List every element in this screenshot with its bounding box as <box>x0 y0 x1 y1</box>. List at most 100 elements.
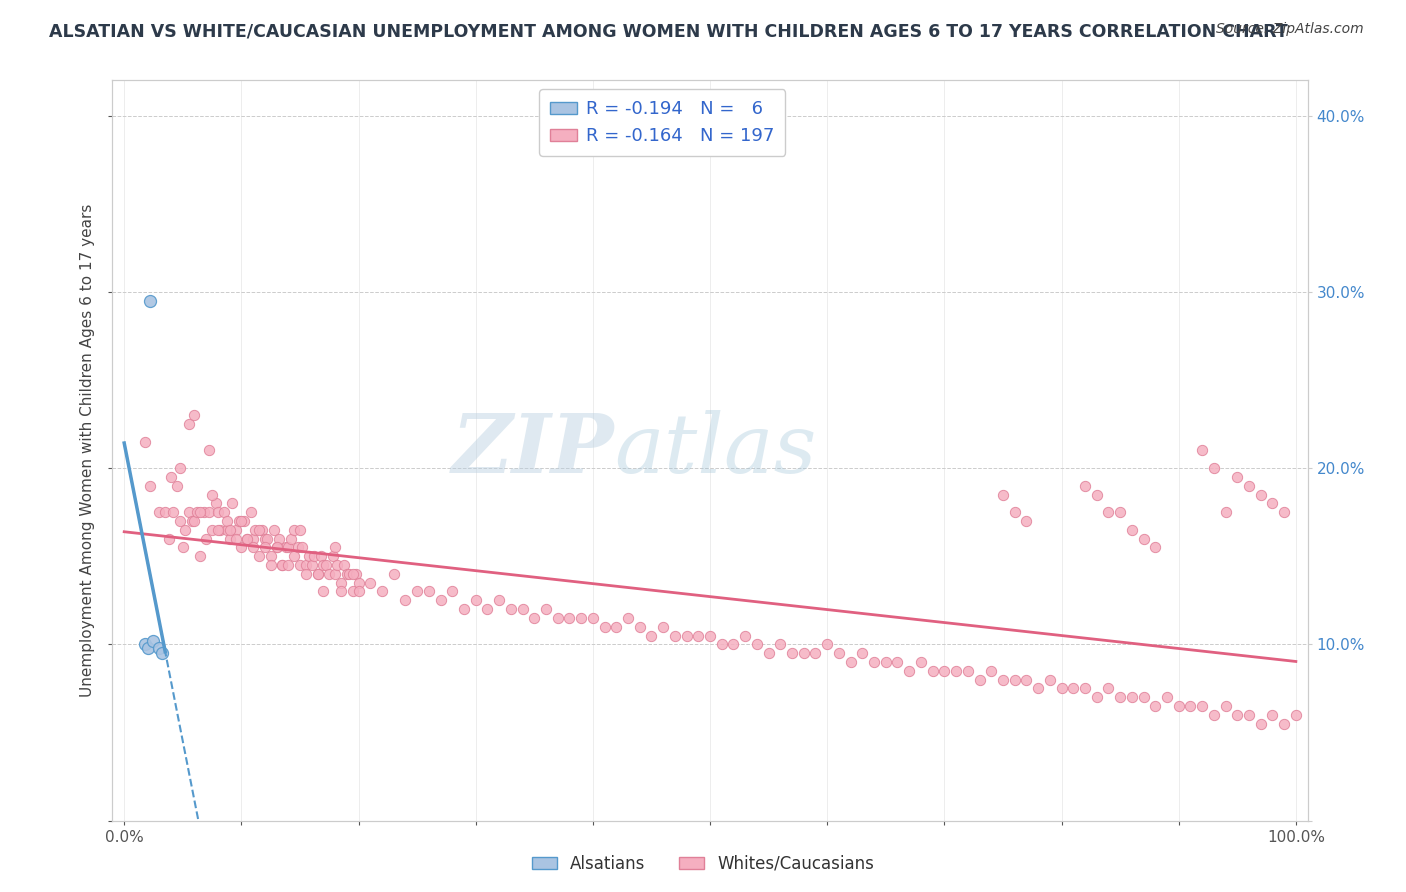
Point <box>148 640 170 655</box>
Point <box>898 664 921 678</box>
Point <box>1202 707 1225 722</box>
Point <box>499 602 522 616</box>
Point <box>188 549 212 564</box>
Point <box>1191 443 1213 458</box>
Point <box>1074 479 1097 493</box>
Point <box>1226 707 1249 722</box>
Point <box>1237 707 1260 722</box>
Point <box>336 566 359 581</box>
Point <box>617 611 640 625</box>
Point <box>142 633 165 648</box>
Point <box>232 514 254 528</box>
Point <box>318 566 340 581</box>
Point <box>217 514 239 528</box>
Point <box>166 479 188 493</box>
Point <box>330 575 353 590</box>
Point <box>148 505 170 519</box>
Point <box>212 505 235 519</box>
Point <box>886 655 908 669</box>
Point <box>280 532 302 546</box>
Point <box>1109 505 1132 519</box>
Point <box>1272 716 1295 731</box>
Point <box>266 541 288 555</box>
Point <box>945 664 967 678</box>
Point <box>242 532 264 546</box>
Point <box>333 558 356 572</box>
Point <box>569 611 592 625</box>
Point <box>169 514 191 528</box>
Point <box>1191 699 1213 714</box>
Point <box>295 558 318 572</box>
Point <box>174 523 197 537</box>
Point <box>207 523 229 537</box>
Point <box>347 584 370 599</box>
Point <box>323 566 346 581</box>
Point <box>197 505 219 519</box>
Point <box>1272 505 1295 519</box>
Point <box>382 566 405 581</box>
Point <box>394 593 416 607</box>
Point <box>301 558 323 572</box>
Point <box>195 532 218 546</box>
Point <box>734 628 756 642</box>
Point <box>1085 487 1108 501</box>
Point <box>582 611 605 625</box>
Point <box>828 646 851 660</box>
Point <box>534 602 557 616</box>
Point <box>1004 505 1026 519</box>
Point <box>150 646 173 660</box>
Point <box>558 611 581 625</box>
Point <box>217 523 239 537</box>
Point <box>160 470 183 484</box>
Point <box>523 611 546 625</box>
Point <box>236 532 259 546</box>
Point <box>359 575 381 590</box>
Point <box>186 505 208 519</box>
Point <box>863 655 886 669</box>
Point <box>231 514 253 528</box>
Point <box>183 408 205 422</box>
Point <box>1121 523 1143 537</box>
Point <box>1004 673 1026 687</box>
Point <box>201 523 224 537</box>
Point <box>1215 505 1237 519</box>
Point <box>322 549 344 564</box>
Point <box>769 637 792 651</box>
Point <box>277 558 299 572</box>
Point <box>699 628 721 642</box>
Point <box>512 602 534 616</box>
Point <box>793 646 815 660</box>
Point <box>242 541 264 555</box>
Point <box>1015 673 1038 687</box>
Point <box>263 523 285 537</box>
Point <box>302 549 325 564</box>
Point <box>253 541 276 555</box>
Point <box>1109 690 1132 705</box>
Point <box>177 505 200 519</box>
Point <box>228 514 250 528</box>
Point <box>218 532 240 546</box>
Point <box>197 443 219 458</box>
Point <box>298 549 321 564</box>
Point <box>1261 707 1284 722</box>
Point <box>342 566 364 581</box>
Point <box>371 584 394 599</box>
Point <box>547 611 569 625</box>
Point <box>1062 681 1084 696</box>
Point <box>980 664 1002 678</box>
Point <box>934 664 956 678</box>
Point <box>1026 681 1049 696</box>
Point <box>136 640 159 655</box>
Point <box>207 505 229 519</box>
Point <box>162 505 184 519</box>
Point <box>312 584 335 599</box>
Point <box>1132 532 1154 546</box>
Point <box>155 505 177 519</box>
Point <box>1180 699 1202 714</box>
Point <box>347 575 370 590</box>
Point <box>910 655 932 669</box>
Point <box>1144 541 1167 555</box>
Point <box>225 532 247 546</box>
Point <box>260 549 283 564</box>
Point <box>337 566 360 581</box>
